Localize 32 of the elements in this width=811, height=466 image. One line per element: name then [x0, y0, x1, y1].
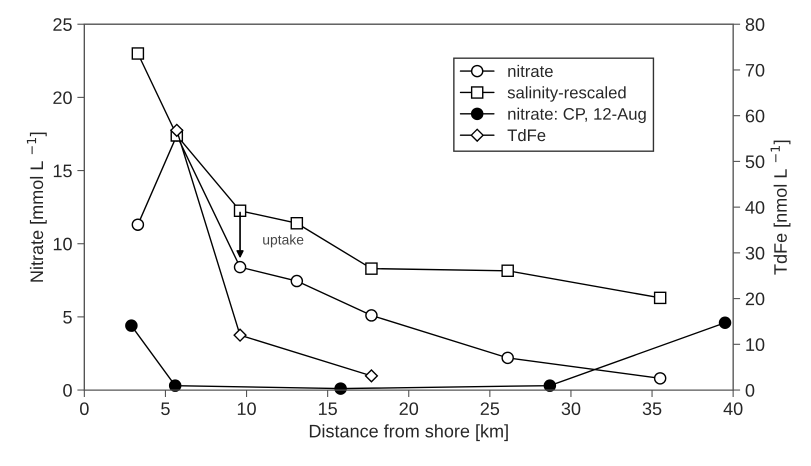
- y2-tick-label: 50: [746, 155, 764, 168]
- y-tick-label: 5: [63, 311, 72, 324]
- y2-tick-label: 60: [746, 110, 764, 122]
- x-tick-label: 25: [480, 402, 500, 416]
- x-tick-label: 30: [562, 402, 580, 416]
- legend-label: nitrate: [508, 64, 553, 78]
- x-tick-label: 20: [400, 402, 418, 416]
- y-axis-title: Nitrate [mmol L $^{−1}$]: [26, 132, 47, 282]
- x-tick-label: 35: [642, 402, 662, 416]
- y-tick-label: 0: [63, 384, 72, 397]
- y2-tick-label: 80: [746, 18, 764, 31]
- x-tick-label: 0: [80, 402, 89, 416]
- y-tick-label: 20: [53, 91, 72, 104]
- y2-tick-label: 70: [746, 64, 764, 77]
- y-tick-label: 25: [53, 18, 72, 31]
- x-tick-label: 40: [724, 402, 742, 416]
- annotation: uptake: [263, 234, 304, 248]
- y-tick-label: 15: [54, 164, 72, 178]
- x-tick-label: 5: [161, 402, 170, 416]
- y-tick-label: 10: [54, 238, 72, 250]
- y2-tick-label: 0: [746, 384, 754, 397]
- legend-label: nitrate: CP, 12-Aug: [508, 108, 646, 124]
- y2-tick-label: 40: [745, 201, 764, 214]
- y2-tick-label: 20: [746, 292, 764, 306]
- y2-tick-label: 10: [746, 338, 764, 352]
- legend-label: salinity-rescaled: [508, 86, 626, 102]
- y2-axis-title: TdFe [nmol L $^{−1}$]: [770, 140, 790, 275]
- x-tick-label: 15: [318, 402, 337, 416]
- x-tick-label: 10: [238, 402, 256, 416]
- x-axis-title: Distance from shore [km]: [310, 424, 508, 442]
- legend-label: TdFe: [508, 128, 546, 142]
- y2-tick-label: 30: [746, 246, 764, 260]
